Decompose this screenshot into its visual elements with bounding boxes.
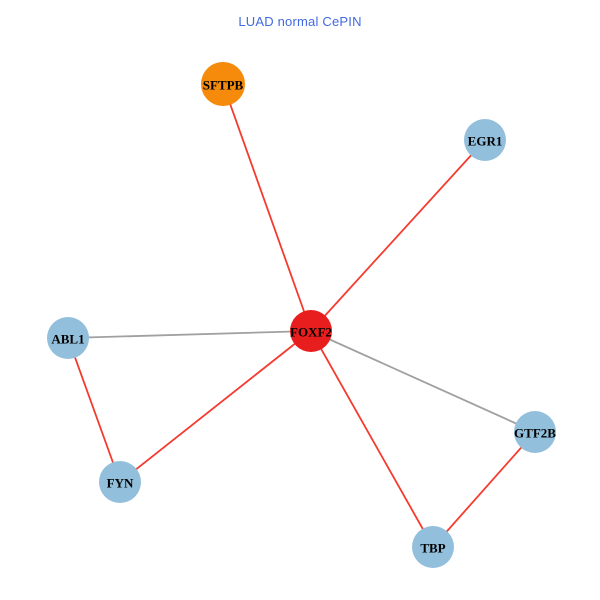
node-circle-gtf2b[interactable]: [514, 411, 556, 453]
graph-node-fyn[interactable]: FYN: [99, 461, 141, 503]
node-circle-sftpb[interactable]: [201, 62, 245, 106]
graph-edge-egr1-foxf2: [310, 139, 486, 332]
node-circle-abl1[interactable]: [47, 317, 89, 359]
graph-edge-foxf2-gtf2b: [310, 330, 536, 433]
graph-node-foxf2[interactable]: FOXF2: [290, 310, 332, 352]
node-circle-tbp[interactable]: [412, 526, 454, 568]
page-title: LUAD normal CePIN: [238, 14, 362, 29]
node-circle-foxf2[interactable]: [290, 310, 332, 352]
node-circle-fyn[interactable]: [99, 461, 141, 503]
graph-edge-abl1-foxf2: [67, 330, 312, 339]
graph-edge-fyn-foxf2: [119, 330, 312, 483]
graph-edge-sftpb-foxf2: [222, 83, 312, 332]
graph-node-egr1[interactable]: EGR1: [464, 119, 506, 161]
graph-node-abl1[interactable]: ABL1: [47, 317, 89, 359]
edge-layer: [67, 83, 536, 548]
graph-edge-foxf2-tbp: [310, 330, 434, 548]
node-circle-egr1[interactable]: [464, 119, 506, 161]
graph-node-sftpb[interactable]: SFTPB: [201, 62, 245, 106]
graph-edge-gtf2b-tbp: [432, 431, 536, 548]
node-layer: SFTPB EGR1 ABL1 FOXF2 GTF2B FYN TBP: [47, 62, 556, 568]
graph-node-tbp[interactable]: TBP: [412, 526, 454, 568]
graph-edge-abl1-fyn: [67, 337, 121, 483]
graph-node-gtf2b[interactable]: GTF2B: [514, 411, 556, 453]
